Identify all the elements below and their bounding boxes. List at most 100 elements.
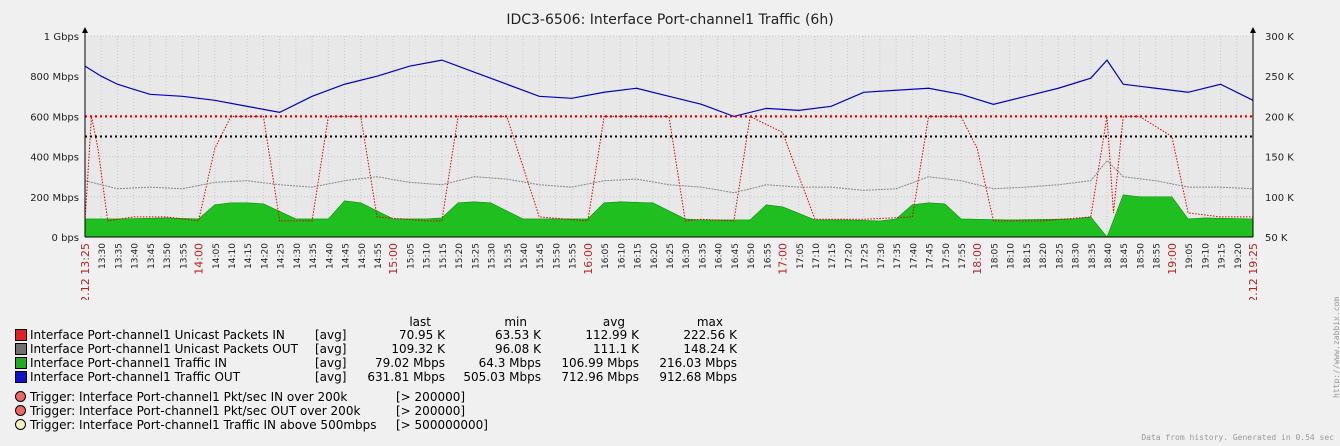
y-right-tick-label: 150 K [1265,153,1294,164]
x-tick-label: 16:40 [715,243,725,269]
legend-header-max: max [696,315,723,329]
x-tick-label: 02.12 19:25 [1247,243,1260,300]
legend-item-max: 912.68 Mbps [659,370,737,384]
x-tick-label: 18:35 [1088,243,1098,269]
x-tick-label: 16:20 [650,243,660,269]
legend-swatch [15,357,27,369]
legend-trigger-threshold: [> 200000] [396,404,466,418]
trigger-dot [15,391,26,402]
traffic-chart: IDC3-6506: Interface Port-channel1 Traff… [30,12,1294,300]
legend-item-max: 148.24 K [683,342,737,356]
x-tick-label: 15:55 [569,243,579,269]
x-tick-label: 19:15 [1218,243,1228,269]
x-tick-label: 15:15 [439,243,449,269]
x-tick-label: 14:15 [244,243,254,269]
series-layer [84,59,1254,238]
x-tick-label: 15:10 [423,243,433,269]
x-tick-label: 19:10 [1201,243,1211,269]
x-tick-label: 13:35 [114,243,124,269]
x-tick-label: 15:20 [455,243,465,269]
x-tick-label: 18:55 [1153,243,1163,269]
legend-swatch [15,371,27,383]
x-tick-label: 16:45 [731,243,741,269]
x-tick-label: 17:35 [893,243,903,269]
x-tick-label: 14:35 [309,243,319,269]
x-tick-label: 13:30 [98,243,108,269]
x-tick-label: 17:15 [828,243,838,269]
grid [84,35,1254,238]
y-left-axis-arrow [82,27,88,33]
x-tick-label: 14:10 [228,243,238,269]
x-tick-label: 16:30 [682,243,692,269]
y-right-tick-label: 50 K [1265,233,1288,244]
chart-title: IDC3-6506: Interface Port-channel1 Traff… [506,12,833,28]
x-tick-label: 18:00 [971,243,984,275]
legend-item-name: Interface Port-channel1 Traffic OUT [30,370,241,384]
x-tick-label: 18:20 [1039,243,1049,269]
x-tick-label: 18:05 [990,243,1000,269]
legend-trigger-label: Trigger: Interface Port-channel1 Pkt/sec… [30,404,361,418]
legend-trigger-label: Trigger: Interface Port-channel1 Traffic… [30,418,377,432]
trigger-dot [15,405,26,416]
legend-trigger-threshold: [> 500000000] [396,418,488,432]
x-tick-label: 17:00 [777,243,790,275]
x-tick-label: 17:30 [877,243,887,269]
footer-note: Data from history. Generated in 0.54 sec [1141,433,1334,442]
x-tick-label: 16:55 [763,243,773,269]
x-tick-label: 16:50 [747,243,757,269]
legend-item-max: 216.03 Mbps [659,356,737,370]
x-tick-label: 18:10 [1007,243,1017,269]
legend-trigger-label: Trigger: Interface Port-channel1 Pkt/sec… [30,390,348,404]
legend-item-avg: 111.1 K [592,342,639,356]
x-tick-label: 14:00 [193,243,206,275]
x-tick-label: 19:05 [1185,243,1195,269]
legend-item-name: Interface Port-channel1 Traffic IN [30,356,227,370]
y-left-tick-label: 400 Mbps [30,153,79,164]
x-tick-label: 14:45 [342,243,352,269]
trigger-dot [15,419,26,430]
x-tick-label: 17:55 [958,243,968,269]
legend-item-avg: 106.99 Mbps [561,356,639,370]
legend-item-last: 79.02 Mbps [374,356,445,370]
axes: 02.12 13:25 13:30 13:35 13:40 13:45 13:50 13:5… [30,27,1294,300]
x-tick-label: 16:35 [698,243,708,269]
y-left-tick-label: 1 Gbps [44,32,79,43]
x-tick-label: 14:20 [260,243,270,269]
legend-item-func: [avg] [315,370,347,384]
legend-item-last: 631.81 Mbps [367,370,445,384]
y-right-tick-label: 200 K [1265,112,1294,123]
x-tick-label: 14:50 [358,243,368,269]
x-tick-label: 13:40 [131,243,141,269]
legend-item-func: [avg] [315,328,347,342]
x-tick-label: 14:25 [277,243,287,269]
y-right-tick-label: 250 K [1265,72,1294,83]
x-tick-label: 14:05 [212,243,222,269]
x-tick-label: 18:40 [1104,243,1114,269]
y-left-tick-label: 200 Mbps [30,193,79,204]
x-tick-label: 15:05 [406,243,416,269]
x-tick-label: 15:35 [504,243,514,269]
series-traffic-out [84,59,1254,118]
series-packets-out [84,159,1254,194]
legend-item-avg: 112.99 K [585,328,639,342]
x-tick-label: 18:25 [1055,243,1065,269]
x-tick-label: 19:00 [1166,243,1179,275]
legend-trigger-threshold: [> 200000] [396,390,466,404]
legend-item-min: 63.53 K [494,328,541,342]
legend-header-min: min [504,315,527,329]
legend-item-func: [avg] [315,342,347,356]
legend-item-name: Interface Port-channel1 Unicast Packets … [30,342,298,356]
x-tick-label: 15:00 [387,243,400,275]
x-tick-label: 17:25 [861,243,871,269]
x-tick-label: 15:50 [552,243,562,269]
x-tick-label: 17:50 [942,243,952,269]
x-tick-label: 13:50 [163,243,173,269]
x-tick-label: 19:20 [1234,243,1244,269]
x-tick-label: 17:45 [926,243,936,269]
y-right-tick-label: 300 K [1265,32,1294,43]
x-tick-label: 14:40 [325,243,335,269]
x-tick-label: 14:30 [293,243,303,269]
x-tick-label: 17:05 [796,243,806,269]
y-left-tick-label: 800 Mbps [30,72,79,83]
side-url: http://www.zabbix.com [1332,296,1340,398]
